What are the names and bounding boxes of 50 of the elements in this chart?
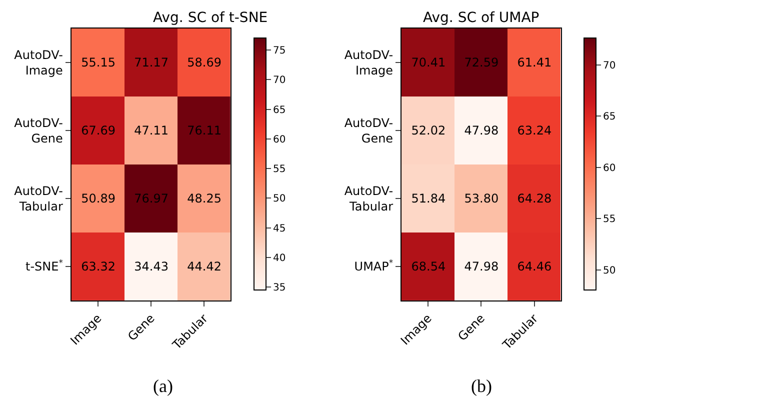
- text: (a): [153, 376, 173, 396]
- color-bar-label: 65: [603, 112, 616, 123]
- chart-title: Avg. SC of t-SNE: [153, 10, 268, 26]
- data-label: 34.43: [134, 260, 168, 274]
- y-tick-label: AutoDV-Image: [344, 48, 394, 78]
- data-label: 63.32: [81, 260, 116, 274]
- y-tick-label: AutoDV-Gene: [14, 116, 63, 146]
- y-tick-label: t-SNE$^{*}$: [26, 258, 63, 274]
- y-tick-label: AutoDV-Tabular: [344, 184, 394, 214]
- data-label: 44.42: [187, 260, 222, 274]
- data-label: 63.24: [517, 124, 552, 138]
- color-bar-label: 70: [603, 60, 616, 72]
- data-label: 76.97: [134, 192, 168, 206]
- data-label: 71.17: [134, 56, 168, 70]
- color-bar-label: 55: [603, 214, 616, 226]
- data-label: 64.28: [517, 192, 552, 206]
- color-bar-label: 45: [273, 223, 286, 234]
- data-label: 72.59: [464, 56, 499, 70]
- color-bar-label: 50: [273, 194, 286, 205]
- color-bar-label: 65: [273, 104, 286, 116]
- y-tick-label: AutoDV-Tabular: [14, 184, 63, 214]
- data-label: 48.25: [187, 192, 222, 206]
- data-label: 70.41: [411, 56, 446, 70]
- data-label: 47.98: [464, 124, 499, 138]
- y-tick-label: UMAP$^{*}$: [354, 258, 394, 274]
- color-bar-label: 75: [273, 46, 286, 57]
- data-label: 67.69: [81, 124, 116, 138]
- data-label: 68.54: [411, 260, 446, 274]
- text: (b): [471, 376, 492, 396]
- color-bar-label: 60: [603, 162, 616, 174]
- data-label: 61.41: [517, 56, 552, 70]
- color-bar-label: 70: [273, 75, 286, 86]
- data-label: 51.84: [411, 192, 446, 206]
- y-tick-label: AutoDV-Image: [14, 48, 63, 78]
- data-label: 53.80: [464, 192, 499, 206]
- data-label: 76.11: [187, 124, 222, 138]
- data-label: 64.46: [517, 260, 552, 274]
- color-bar-label: 35: [273, 282, 286, 294]
- chart-title: Avg. SC of UMAP: [423, 10, 540, 26]
- color-bar-label: 40: [273, 252, 286, 264]
- data-label: 47.11: [134, 124, 168, 138]
- y-tick-label: AutoDV-Gene: [344, 116, 394, 146]
- data-label: 52.02: [411, 124, 446, 138]
- data-label: 50.89: [81, 192, 116, 206]
- color-bar-label: 50: [603, 265, 616, 276]
- color-bar-label: 60: [273, 134, 286, 146]
- data-label: 47.98: [464, 260, 499, 274]
- data-label: 58.69: [187, 56, 222, 70]
- color-bar-label: 55: [273, 164, 286, 176]
- data-label: 55.15: [81, 56, 116, 70]
